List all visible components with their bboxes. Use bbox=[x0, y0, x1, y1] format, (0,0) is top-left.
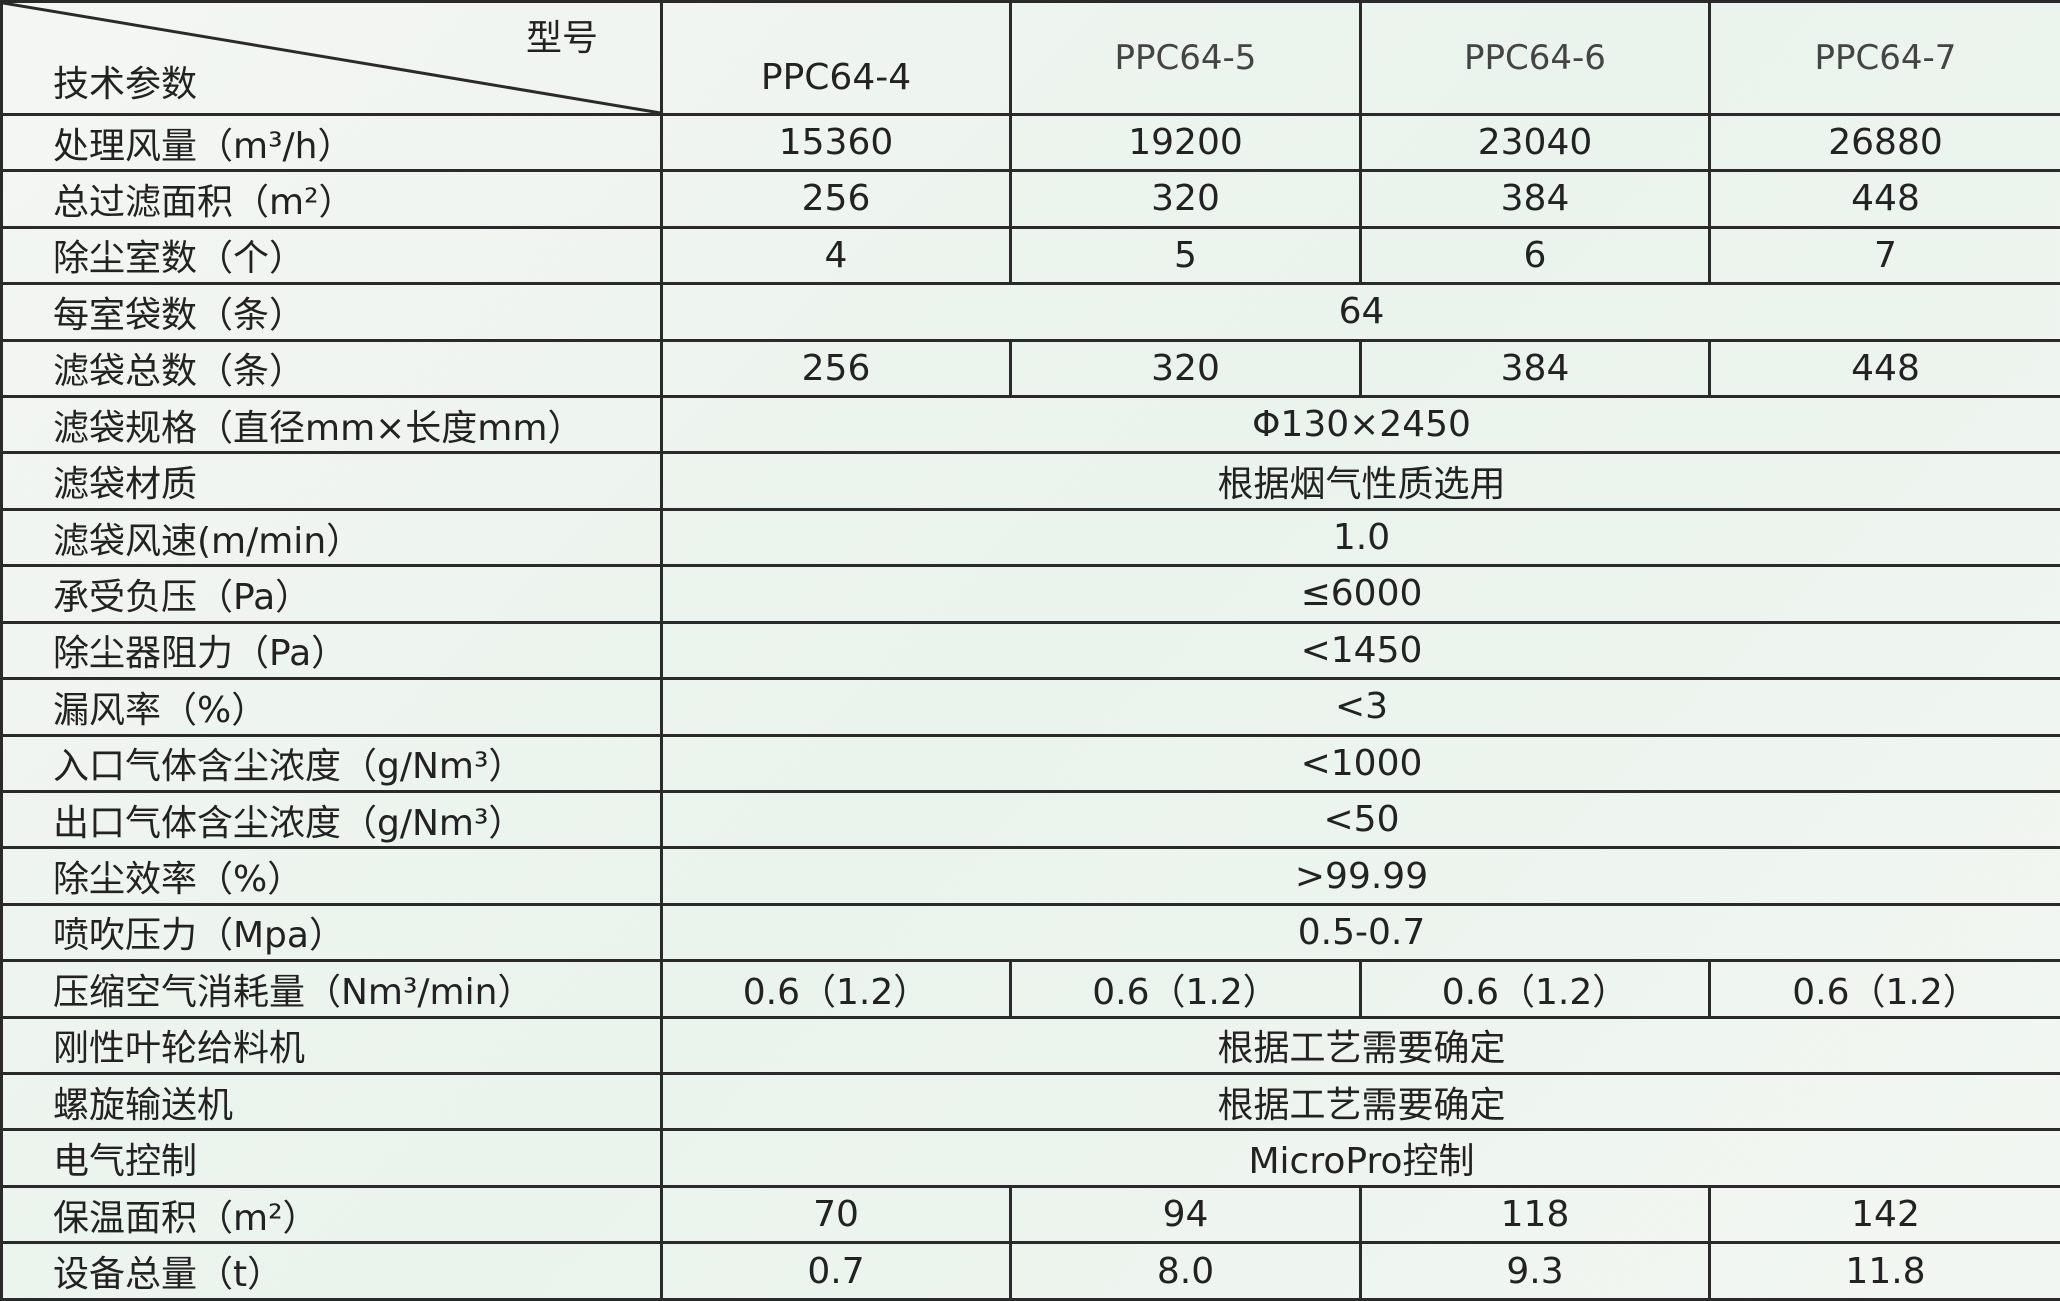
table-row: 总过滤面积（m²） 256 320 384 448 bbox=[0, 169, 2060, 229]
value-cell: 118 bbox=[1359, 1184, 1711, 1245]
parameter-label: 保温面积（m²） bbox=[0, 1184, 663, 1245]
parameter-label: 滤袋风速(m/min） bbox=[0, 507, 663, 568]
merged-value-cell: 根据烟气性质选用 bbox=[660, 451, 2060, 511]
parameter-label: 承受负压（Pa） bbox=[0, 564, 663, 624]
value-cell: 4 bbox=[660, 225, 1012, 286]
value-cell: 0.6（1.2） bbox=[1359, 959, 1711, 1019]
value-cell: 70 bbox=[660, 1184, 1012, 1245]
value-cell: 0.6（1.2） bbox=[1009, 959, 1362, 1019]
value-cell: 5 bbox=[1009, 225, 1362, 286]
merged-value-cell: <1450 bbox=[660, 620, 2060, 681]
parameter-label: 除尘室数（个） bbox=[0, 225, 663, 286]
value-cell: 23040 bbox=[1359, 112, 1711, 173]
parameter-label: 除尘效率（%） bbox=[0, 846, 663, 906]
table-row: 入口气体含尘浓度（g/Nm³） <1000 bbox=[0, 733, 2060, 793]
value-cell: 256 bbox=[660, 338, 1012, 398]
value-cell: 448 bbox=[1708, 338, 2060, 398]
value-cell: 15360 bbox=[660, 112, 1012, 173]
value-cell: 8.0 bbox=[1009, 1241, 1362, 1301]
table-row: 承受负压（Pa） ≤6000 bbox=[0, 564, 2060, 624]
merged-value-cell: ≤6000 bbox=[660, 564, 2060, 624]
parameter-label: 漏风率（%） bbox=[0, 677, 663, 737]
parameter-label: 螺旋输送机 bbox=[0, 1072, 663, 1132]
table-row: 除尘器阻力（Pa） <1450 bbox=[0, 620, 2060, 681]
table-row: 出口气体含尘浓度（g/Nm³） <50 bbox=[0, 789, 2060, 850]
parameter-label: 每室袋数（条） bbox=[0, 282, 663, 342]
merged-value-cell: <3 bbox=[660, 677, 2060, 737]
table-row: 漏风率（%） <3 bbox=[0, 677, 2060, 737]
model-header: PPC64-5 bbox=[1009, 0, 1362, 116]
table-row: 除尘室数（个） 4 5 6 7 bbox=[0, 225, 2060, 286]
merged-value-cell: <1000 bbox=[660, 733, 2060, 793]
table-row: 压缩空气消耗量（Nm³/min） 0.6（1.2） 0.6（1.2） 0.6（1.2）… bbox=[0, 959, 2060, 1019]
value-cell: 0.6（1.2） bbox=[660, 959, 1012, 1019]
value-cell: 6 bbox=[1359, 225, 1711, 286]
parameter-label: 入口气体含尘浓度（g/Nm³） bbox=[0, 733, 663, 793]
merged-value-cell: MicroPro控制 bbox=[660, 1128, 2060, 1188]
value-cell: 320 bbox=[1009, 338, 1362, 398]
parameter-label: 滤袋规格（直径mm×长度mm） bbox=[0, 394, 663, 455]
table-row: 喷吹压力（Mpa） 0.5-0.7 bbox=[0, 902, 2060, 963]
parameter-label: 滤袋总数（条） bbox=[0, 338, 663, 398]
value-cell: 11.8 bbox=[1708, 1241, 2060, 1301]
value-cell: 256 bbox=[660, 169, 1012, 229]
table-row: 设备总量（t） 0.7 8.0 9.3 11.8 bbox=[0, 1241, 2060, 1301]
header-row: 型号 技术参数 PPC64-4 PPC64-5 PPC64-6 PPC64-7 bbox=[0, 0, 2060, 116]
table-row: 螺旋输送机 根据工艺需要确定 bbox=[0, 1072, 2060, 1132]
table-row: 除尘效率（%） >99.99 bbox=[0, 846, 2060, 906]
model-header: PPC64-7 bbox=[1708, 0, 2060, 116]
merged-value-cell: 根据工艺需要确定 bbox=[660, 1015, 2060, 1076]
table-row: 电气控制 MicroPro控制 bbox=[0, 1128, 2060, 1188]
value-cell: 0.7 bbox=[660, 1241, 1012, 1301]
parameter-label: 总过滤面积（m²） bbox=[0, 169, 663, 229]
table-row: 保温面积（m²） 70 94 118 142 bbox=[0, 1184, 2060, 1245]
parameter-label: 压缩空气消耗量（Nm³/min） bbox=[0, 959, 663, 1019]
value-cell: 320 bbox=[1009, 169, 1362, 229]
model-header: PPC64-6 bbox=[1359, 0, 1711, 116]
corner-header-cell: 型号 技术参数 bbox=[0, 0, 663, 116]
table-row: 滤袋风速(m/min） 1.0 bbox=[0, 507, 2060, 568]
model-header: PPC64-4 bbox=[660, 0, 1012, 116]
value-cell: 19200 bbox=[1009, 112, 1362, 173]
parameter-label: 设备总量（t） bbox=[0, 1241, 663, 1301]
parameter-label: 刚性叶轮给料机 bbox=[0, 1015, 663, 1076]
table-row: 滤袋总数（条） 256 320 384 448 bbox=[0, 338, 2060, 398]
merged-value-cell: 根据工艺需要确定 bbox=[660, 1072, 2060, 1132]
parameter-label: 处理风量（m³/h） bbox=[0, 112, 663, 173]
value-cell: 142 bbox=[1708, 1184, 2060, 1245]
table-row: 刚性叶轮给料机 根据工艺需要确定 bbox=[0, 1015, 2060, 1076]
merged-value-cell: 0.5-0.7 bbox=[660, 902, 2060, 963]
parameter-label: 滤袋材质 bbox=[0, 451, 663, 511]
value-cell: 384 bbox=[1359, 338, 1711, 398]
parameter-label: 除尘器阻力（Pa） bbox=[0, 620, 663, 681]
value-cell: 7 bbox=[1708, 225, 2060, 286]
value-cell: 384 bbox=[1359, 169, 1711, 229]
table-row: 每室袋数（条） 64 bbox=[0, 282, 2060, 342]
parameter-label: 电气控制 bbox=[0, 1128, 663, 1188]
table-row: 处理风量（m³/h） 15360 19200 23040 26880 bbox=[0, 112, 2060, 173]
parameter-label: 喷吹压力（Mpa） bbox=[0, 902, 663, 963]
merged-value-cell: <50 bbox=[660, 789, 2060, 850]
parameter-label: 出口气体含尘浓度（g/Nm³） bbox=[0, 789, 663, 850]
value-cell: 94 bbox=[1009, 1184, 1362, 1245]
merged-value-cell: Φ130×2450 bbox=[660, 394, 2060, 455]
value-cell: 448 bbox=[1708, 169, 2060, 229]
value-cell: 26880 bbox=[1708, 112, 2060, 173]
merged-value-cell: 1.0 bbox=[660, 507, 2060, 568]
model-header-label: 型号 bbox=[525, 18, 598, 59]
value-cell: 9.3 bbox=[1359, 1241, 1711, 1301]
value-cell: 0.6（1.2） bbox=[1708, 959, 2060, 1019]
table-row: 滤袋材质 根据烟气性质选用 bbox=[0, 451, 2060, 511]
parameter-header-label: 技术参数 bbox=[53, 63, 198, 105]
table-row: 滤袋规格（直径mm×长度mm） Φ130×2450 bbox=[0, 394, 2060, 455]
merged-value-cell: >99.99 bbox=[660, 846, 2060, 906]
diagonal-divider bbox=[3, 3, 660, 113]
merged-value-cell: 64 bbox=[660, 282, 2060, 342]
